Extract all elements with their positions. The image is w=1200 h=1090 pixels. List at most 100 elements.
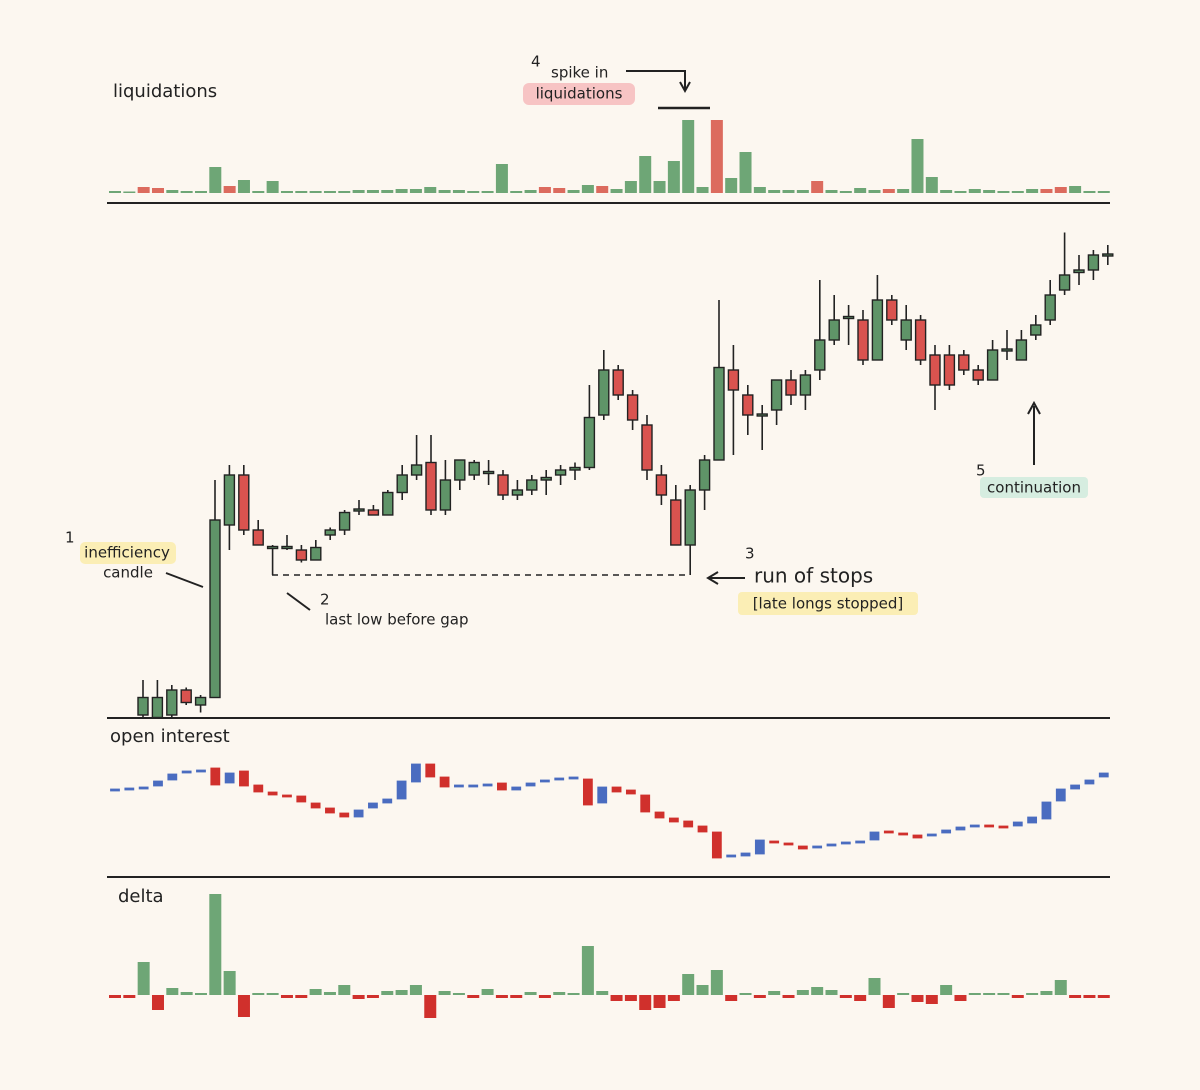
bar	[323, 992, 336, 995]
candle-body	[568, 776, 579, 780]
candle-body	[756, 413, 768, 417]
bar	[796, 190, 809, 193]
panel-title: open interest	[110, 726, 230, 747]
candle-body	[252, 529, 264, 546]
candle-body	[799, 374, 812, 396]
bar	[567, 993, 580, 995]
candle-body	[167, 773, 178, 781]
bar	[1054, 187, 1067, 193]
candle-body	[926, 833, 937, 837]
arrow	[1027, 400, 1041, 465]
candle-body	[525, 782, 536, 787]
candle-body	[210, 767, 221, 786]
candle-body	[914, 319, 927, 361]
bar	[209, 894, 222, 995]
bar	[409, 189, 422, 193]
candle-body	[641, 424, 653, 471]
candle-body	[439, 776, 450, 788]
candle-body	[598, 369, 610, 416]
bar	[768, 190, 781, 193]
candle-body	[511, 786, 522, 791]
candle-body	[454, 459, 466, 481]
bar	[610, 189, 623, 193]
candle-body	[842, 315, 855, 320]
candle-body	[497, 782, 507, 791]
candle-body	[296, 795, 307, 803]
bar	[868, 978, 881, 995]
candle-body	[281, 545, 293, 550]
candle-body	[855, 840, 866, 844]
candle-body	[597, 786, 608, 804]
bar	[997, 191, 1010, 193]
bar	[968, 993, 981, 995]
bar	[983, 190, 996, 193]
candle-body	[769, 840, 780, 844]
candle-body	[497, 474, 509, 496]
bar	[137, 962, 150, 995]
candle-body	[310, 802, 321, 809]
candle-body	[238, 474, 250, 531]
candle-body	[958, 354, 970, 371]
bar	[495, 164, 508, 193]
bar	[854, 188, 867, 193]
bar	[653, 995, 666, 1008]
annotation: liquidations	[536, 85, 623, 103]
candle-body	[425, 763, 436, 778]
bar	[424, 995, 437, 1018]
candle-body	[654, 811, 665, 819]
candle-body	[1015, 339, 1028, 361]
bar	[366, 995, 379, 998]
candle-body	[526, 479, 538, 491]
annotation: run of stops	[754, 564, 873, 588]
bar	[538, 187, 551, 193]
bar	[682, 974, 695, 995]
bar	[109, 995, 121, 998]
bar	[768, 991, 781, 995]
bar	[553, 188, 566, 193]
pointer	[165, 572, 204, 588]
bar	[166, 988, 179, 995]
candle-body	[626, 394, 639, 421]
bar	[123, 191, 136, 193]
candle-body	[338, 511, 351, 531]
bar	[839, 995, 852, 998]
panel-title: delta	[118, 886, 164, 907]
bar	[624, 181, 637, 193]
bar	[925, 177, 938, 193]
candle-body	[1058, 274, 1071, 291]
bar	[739, 152, 752, 193]
candle-body	[540, 779, 550, 783]
candle-body	[1084, 779, 1095, 785]
bar	[123, 995, 136, 998]
candle-body	[1001, 348, 1013, 352]
candle-body	[368, 802, 378, 809]
bar	[1097, 191, 1110, 193]
bar	[696, 187, 709, 193]
bar	[753, 995, 766, 998]
bar	[438, 991, 451, 995]
candle-body	[367, 509, 380, 516]
bar	[868, 190, 881, 193]
candle-body	[396, 474, 408, 494]
candle-body	[812, 845, 823, 849]
candle-body	[783, 842, 794, 846]
candle-body	[582, 778, 593, 806]
bar	[653, 181, 666, 193]
bar	[495, 995, 508, 998]
candle-body	[711, 831, 722, 859]
bar	[109, 191, 121, 193]
bar	[1011, 191, 1024, 193]
bar	[825, 990, 838, 995]
panel-title: liquidations	[113, 81, 217, 102]
bar	[954, 995, 967, 1001]
bar	[524, 992, 537, 995]
candle-body	[900, 319, 912, 341]
bar	[581, 185, 594, 193]
bar	[1040, 991, 1053, 995]
bar	[997, 993, 1010, 995]
candle-body	[943, 354, 956, 386]
candle-body	[668, 817, 679, 823]
bar	[753, 187, 766, 193]
annotation: continuation	[987, 479, 1081, 497]
